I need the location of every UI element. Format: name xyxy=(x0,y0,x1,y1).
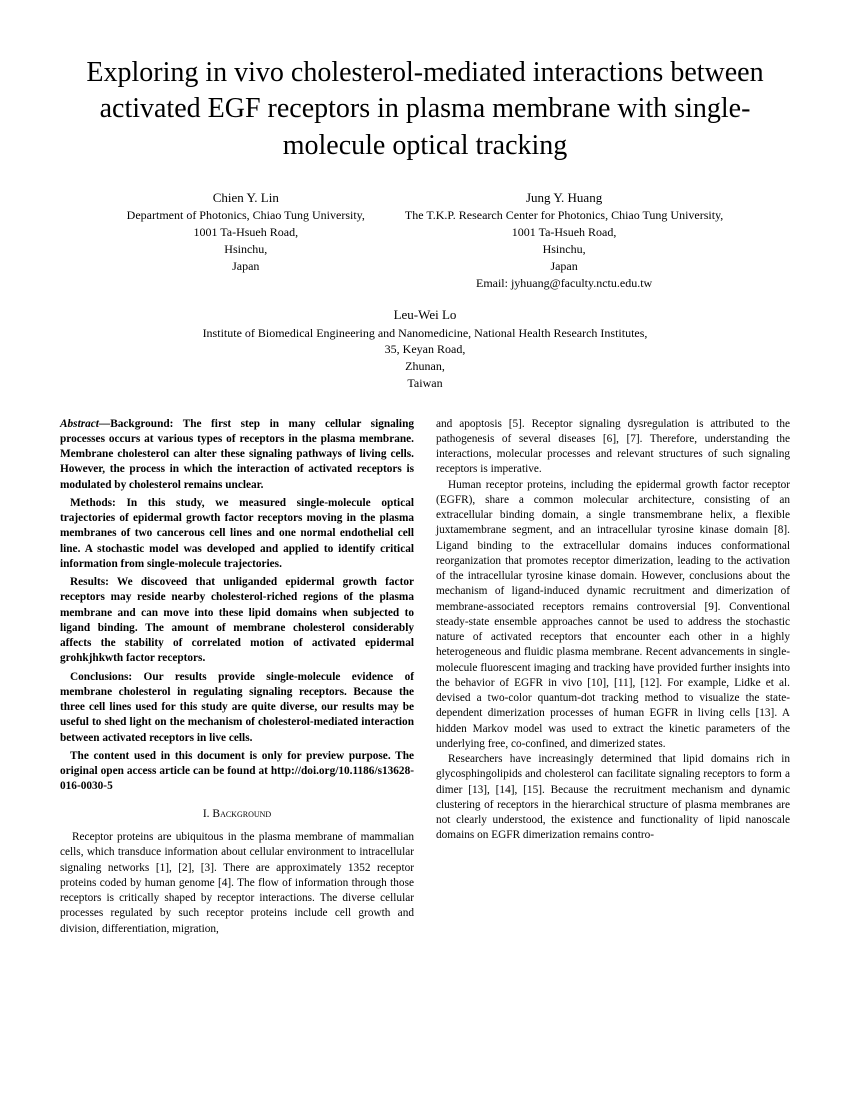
author-2-name: Jung Y. Huang xyxy=(405,189,723,207)
author-2: Jung Y. Huang The T.K.P. Research Center… xyxy=(405,189,723,291)
right-column: and apoptosis [5]. Receptor signaling dy… xyxy=(436,417,790,937)
section-1-heading: I. Background xyxy=(60,807,414,823)
author-3-affil-1: Institute of Biomedical Engineering and … xyxy=(60,325,790,342)
author-2-email: Email: jyhuang@faculty.nctu.edu.tw xyxy=(405,275,723,292)
author-2-affil-3: Hsinchu, xyxy=(405,241,723,258)
abstract-p4: Conclusions: Our results provide single-… xyxy=(60,670,414,746)
author-3: Leu-Wei Lo Institute of Biomedical Engin… xyxy=(60,306,790,391)
abstract-p2: Methods: In this study, we measured sing… xyxy=(60,496,414,572)
author-3-affil-4: Taiwan xyxy=(60,375,790,392)
author-1-affil-4: Japan xyxy=(127,258,365,275)
content-columns: Abstract—Background: The first step in m… xyxy=(60,417,790,937)
col2-p2: Human receptor proteins, including the e… xyxy=(436,478,790,753)
author-2-affil-2: 1001 Ta-Hsueh Road, xyxy=(405,224,723,241)
author-1-affil-3: Hsinchu, xyxy=(127,241,365,258)
col2-p1: and apoptosis [5]. Receptor signaling dy… xyxy=(436,417,790,478)
author-3-affil-2: 35, Keyan Road, xyxy=(60,341,790,358)
left-column: Abstract—Background: The first step in m… xyxy=(60,417,414,937)
paper-title: Exploring in vivo cholesterol-mediated i… xyxy=(60,55,790,164)
abstract-p3: Results: We discoveed that unliganded ep… xyxy=(60,575,414,667)
col2-p3: Researchers have increasingly determined… xyxy=(436,752,790,844)
abstract-p5: The content used in this document is onl… xyxy=(60,749,414,795)
section-1-p1: Receptor proteins are ubiquitous in the … xyxy=(60,830,414,937)
abstract-p1-text: Background: The first step in many cellu… xyxy=(60,418,414,491)
author-2-affil-1: The T.K.P. Research Center for Photonics… xyxy=(405,207,723,224)
author-2-affil-4: Japan xyxy=(405,258,723,275)
abstract-label: Abstract— xyxy=(60,418,110,430)
authors-row: Chien Y. Lin Department of Photonics, Ch… xyxy=(60,189,790,291)
author-1: Chien Y. Lin Department of Photonics, Ch… xyxy=(127,189,365,291)
author-1-affil-1: Department of Photonics, Chiao Tung Univ… xyxy=(127,207,365,224)
author-3-name: Leu-Wei Lo xyxy=(60,306,790,324)
author-1-affil-2: 1001 Ta-Hsueh Road, xyxy=(127,224,365,241)
author-1-name: Chien Y. Lin xyxy=(127,189,365,207)
author-3-affil-3: Zhunan, xyxy=(60,358,790,375)
abstract-p1: Abstract—Background: The first step in m… xyxy=(60,417,414,493)
